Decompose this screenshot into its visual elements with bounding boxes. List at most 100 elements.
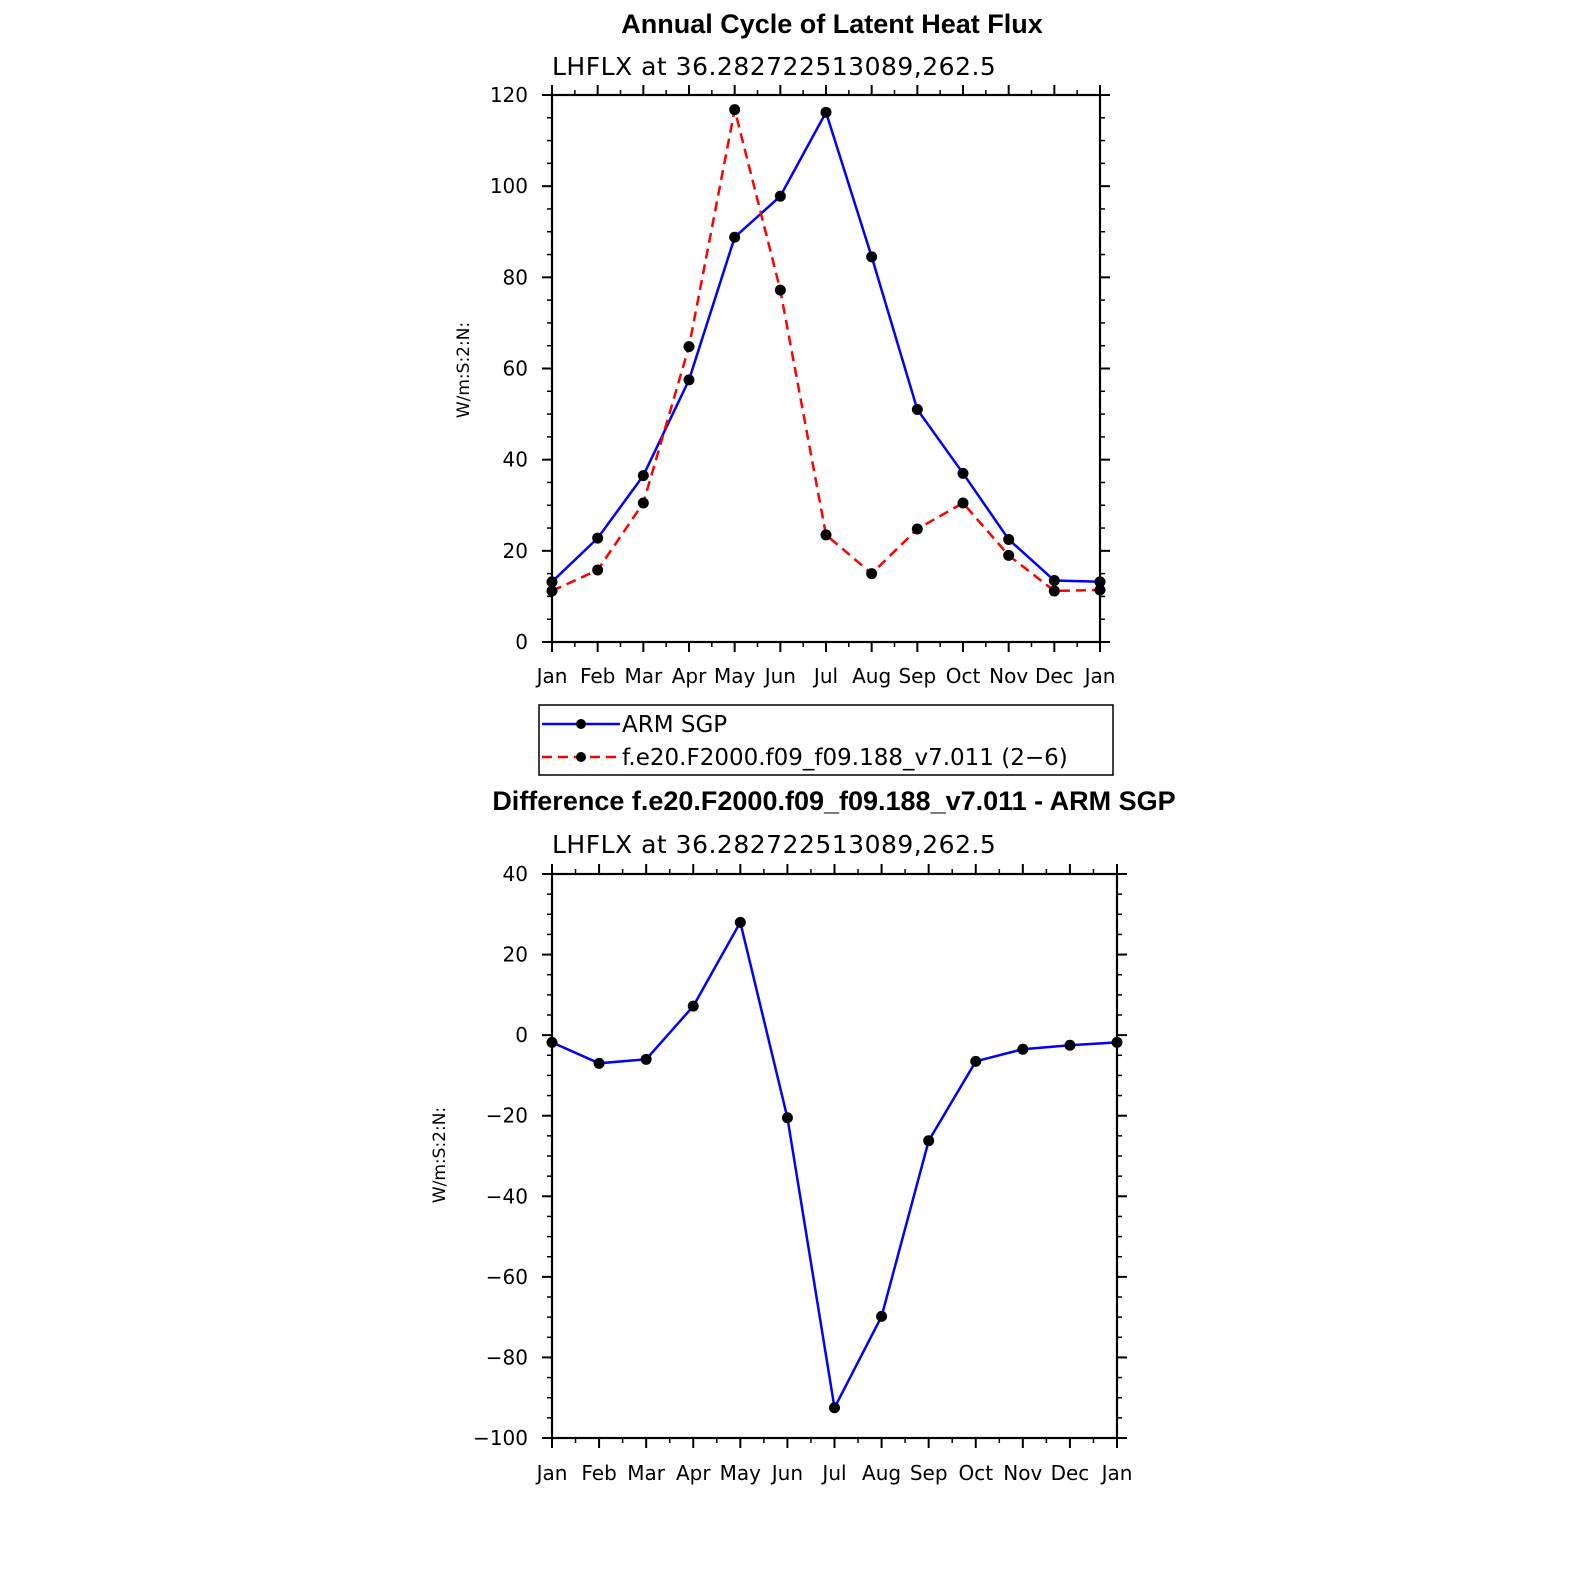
legend-marker-model bbox=[576, 752, 586, 762]
data-point bbox=[683, 374, 695, 386]
data-point bbox=[683, 341, 695, 353]
series-layer bbox=[546, 104, 1106, 597]
x-tick-label: May bbox=[720, 1461, 762, 1485]
x-tick-label: Mar bbox=[624, 664, 663, 688]
y-tick-label: 60 bbox=[503, 357, 528, 381]
data-point bbox=[957, 467, 969, 479]
data-point bbox=[781, 1112, 793, 1124]
x-tick-label: Dec bbox=[1051, 1461, 1090, 1485]
data-point bbox=[729, 231, 741, 243]
data-point bbox=[774, 284, 786, 296]
data-point bbox=[637, 470, 649, 482]
x-tick-label: Jul bbox=[820, 1461, 846, 1485]
x-tick-label: Jun bbox=[763, 664, 796, 688]
tick-labels: Jan Feb Mar Apr May Jun Jul Aug Sep Oct Nov Dec Jan−… bbox=[473, 862, 1132, 1485]
y-tick-label: 40 bbox=[503, 448, 528, 472]
data-point bbox=[734, 916, 746, 928]
y-tick-label: −100 bbox=[473, 1426, 528, 1450]
y-axis-label: W/m:S:2:N: bbox=[454, 322, 474, 418]
data-point bbox=[866, 568, 878, 580]
x-tick-label: Oct bbox=[958, 1461, 993, 1485]
x-tick-label: Sep bbox=[910, 1461, 948, 1485]
data-point bbox=[866, 251, 878, 263]
x-tick-label: Jan bbox=[535, 664, 568, 688]
x-tick-label: Nov bbox=[989, 664, 1028, 688]
x-tick-label: Mar bbox=[627, 1461, 666, 1485]
x-tick-label: Aug bbox=[852, 664, 891, 688]
chart-title: Annual Cycle of Latent Heat Flux bbox=[621, 9, 1043, 39]
chart-subtitle: LHFLX at 36.282722513089,262.5 bbox=[552, 830, 996, 859]
chart-title: Difference f.e20.F2000.f09_f09.188_v7.01… bbox=[492, 786, 1175, 816]
data-point bbox=[820, 106, 832, 118]
legend-label-model: f.e20.F2000.f09_f09.188_v7.011 (2−6) bbox=[622, 745, 1068, 771]
series-line-1 bbox=[551, 109, 1101, 593]
data-point bbox=[640, 1053, 652, 1065]
data-point bbox=[1003, 533, 1015, 545]
x-tick-label: Sep bbox=[898, 664, 936, 688]
x-tick-label: Jul bbox=[812, 664, 838, 688]
x-tick-label: Dec bbox=[1035, 664, 1074, 688]
x-tick-label: May bbox=[714, 664, 756, 688]
y-tick-label: −40 bbox=[486, 1184, 528, 1208]
series-line-0 bbox=[551, 918, 1118, 1412]
data-point bbox=[876, 1310, 888, 1322]
series-layer bbox=[546, 916, 1123, 1414]
x-tick-label: Nov bbox=[1003, 1461, 1042, 1485]
x-tick-label: Jan bbox=[1100, 1461, 1133, 1485]
x-tick-label: Jun bbox=[770, 1461, 803, 1485]
data-point bbox=[637, 497, 649, 509]
annual-cycle-panel: Annual Cycle of Latent Heat Flux LHFLX a… bbox=[454, 9, 1116, 776]
data-point bbox=[592, 564, 604, 576]
series-line-0 bbox=[551, 109, 1101, 584]
data-point bbox=[820, 529, 832, 541]
y-tick-label: 100 bbox=[490, 174, 528, 198]
y-tick-label: 120 bbox=[490, 83, 528, 107]
data-point bbox=[911, 523, 923, 535]
y-axis-label: W/m:S:2:N: bbox=[430, 1107, 450, 1203]
x-tick-label: Feb bbox=[581, 1461, 616, 1485]
x-tick-label: Aug bbox=[862, 1461, 901, 1485]
x-tick-label: Oct bbox=[946, 664, 981, 688]
data-point bbox=[774, 190, 786, 202]
x-tick-label: Apr bbox=[676, 1461, 711, 1485]
y-tick-label: 20 bbox=[503, 943, 528, 967]
data-point bbox=[687, 1000, 699, 1012]
legend-label-arm-sgp: ARM SGP bbox=[622, 712, 727, 738]
y-tick-label: 80 bbox=[503, 265, 528, 289]
y-tick-label: −20 bbox=[486, 1104, 528, 1128]
data-point bbox=[593, 1057, 605, 1069]
data-point bbox=[1017, 1043, 1029, 1055]
data-point bbox=[923, 1135, 935, 1147]
data-point bbox=[829, 1402, 840, 1414]
legend: ARM SGP f.e20.F2000.f09_f09.188_v7.011 (… bbox=[538, 704, 1114, 776]
x-tick-label: Jan bbox=[535, 1461, 568, 1485]
axis-ticks bbox=[542, 85, 1110, 652]
data-point bbox=[1048, 574, 1060, 586]
plot-frame bbox=[550, 93, 1102, 644]
data-point bbox=[729, 104, 741, 116]
y-tick-label: −60 bbox=[486, 1265, 528, 1289]
axis-ticks bbox=[542, 864, 1127, 1448]
data-point bbox=[1048, 585, 1060, 597]
chart-subtitle: LHFLX at 36.282722513089,262.5 bbox=[552, 52, 996, 81]
data-point bbox=[592, 532, 604, 544]
data-point bbox=[1064, 1039, 1076, 1051]
plot-frame bbox=[550, 872, 1119, 1440]
legend-box bbox=[538, 704, 1114, 776]
data-point bbox=[970, 1055, 982, 1067]
y-tick-label: 0 bbox=[515, 630, 528, 654]
y-tick-label: 40 bbox=[503, 862, 528, 886]
x-tick-label: Apr bbox=[672, 664, 707, 688]
y-tick-label: 0 bbox=[515, 1023, 528, 1047]
x-tick-label: Jan bbox=[1083, 664, 1116, 688]
y-tick-label: −80 bbox=[486, 1345, 528, 1369]
data-point bbox=[911, 404, 923, 416]
y-tick-label: 20 bbox=[503, 539, 528, 563]
data-point bbox=[957, 497, 969, 509]
legend-marker-arm-sgp bbox=[576, 719, 586, 729]
tick-labels: Jan Feb Mar Apr May Jun Jul Aug Sep Oct Nov Dec Jan 0… bbox=[490, 83, 1116, 688]
difference-panel: Difference f.e20.F2000.f09_f09.188_v7.01… bbox=[430, 786, 1176, 1485]
data-point bbox=[1003, 549, 1015, 561]
x-tick-label: Feb bbox=[580, 664, 615, 688]
